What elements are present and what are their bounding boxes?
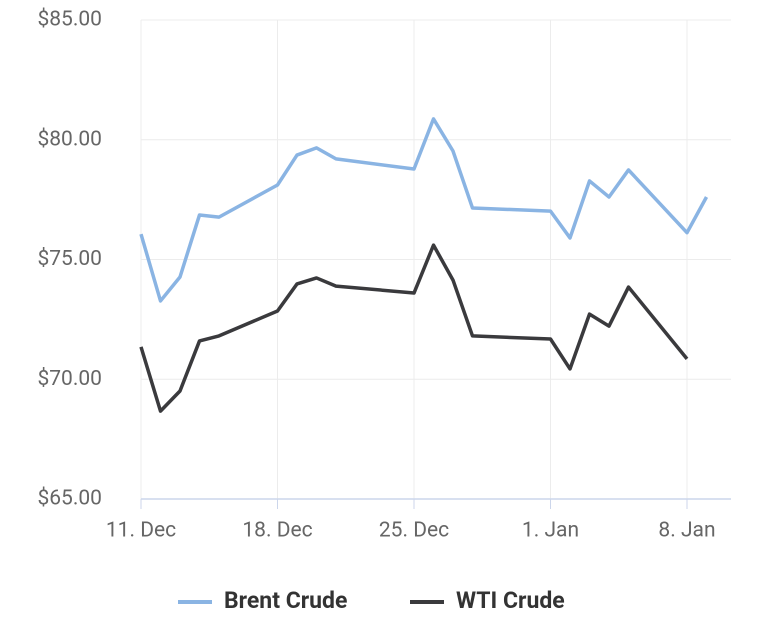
y-tick-label: $70.00 [37, 367, 102, 391]
x-tick-label: 8. Jan [658, 519, 715, 543]
x-tick-label: 25. Dec [379, 519, 449, 543]
x-tick-label: 11. Dec [106, 519, 176, 543]
series-line [139, 117, 709, 303]
y-tick-label: $85.00 [37, 8, 102, 32]
y-tick-label: $65.00 [37, 487, 102, 511]
legend-label: WTI Crude [456, 587, 565, 614]
legend-label: Brent Crude [224, 587, 347, 614]
y-tick-label: $80.00 [37, 127, 102, 151]
x-tick-label: 1. Jan [522, 519, 579, 543]
y-tick-label: $75.00 [37, 247, 102, 271]
series-line [141, 245, 726, 411]
x-tick-label: 18. Dec [242, 519, 312, 543]
